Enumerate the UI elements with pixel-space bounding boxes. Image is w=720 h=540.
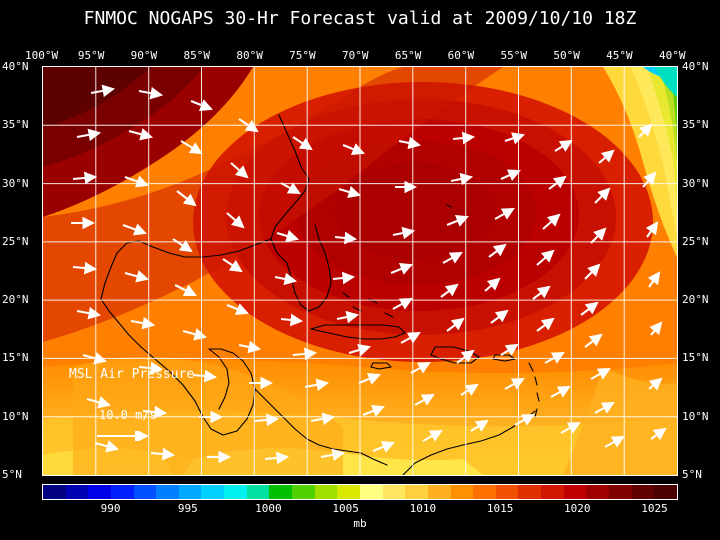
y-axis-tick-label-right: 5°N xyxy=(682,468,702,481)
y-axis-tick-label-right: 15°N xyxy=(682,351,709,365)
colorbar-swatch xyxy=(473,485,496,499)
colorbar-tick-label: 1015 xyxy=(486,502,514,515)
colorbar-swatch xyxy=(201,485,225,499)
colorbar-swatch xyxy=(586,485,610,499)
colorbar-unit-label: mb xyxy=(353,517,367,530)
colorbar-tick-label: 1010 xyxy=(409,502,437,515)
map-plot-area: MSL Air Pressure 10.0 m/s xyxy=(42,66,678,476)
colorbar-swatch xyxy=(43,485,66,499)
y-axis-tick-label-left: 40°N xyxy=(2,60,29,73)
colorbar-tick-label: 1000 xyxy=(255,502,282,515)
x-axis-tick-label: 55°W xyxy=(500,49,528,62)
colorbar-tick-label: 1025 xyxy=(641,502,668,515)
colorbar-tick-label: 1005 xyxy=(332,502,359,515)
x-axis-tick-label: 45°W xyxy=(606,49,633,62)
vector-scale-label: 10.0 m/s xyxy=(99,408,157,422)
y-axis-tick-label-right: 35°N xyxy=(682,118,709,132)
y-axis-tick-label-left: 10°N xyxy=(2,409,29,423)
colorbar-swatch xyxy=(224,485,247,499)
colorbar-tick-label: 1020 xyxy=(564,502,591,515)
y-axis-tick-label-right: 40°N xyxy=(682,60,709,73)
x-axis-tick-label: 50°W xyxy=(553,49,580,62)
y-axis-tick-label-left: 25°N xyxy=(2,234,29,248)
y-axis-tick-label-left: 15°N xyxy=(2,351,29,365)
colorbar-swatch xyxy=(450,485,474,499)
colorbar-swatch xyxy=(314,485,338,499)
vector-scale-arrow-icon xyxy=(97,431,149,441)
colorbar-swatch xyxy=(292,485,315,499)
colorbar-swatch xyxy=(269,485,293,499)
pressure-field-canvas xyxy=(43,67,677,475)
x-axis-tick-label: 80°W xyxy=(236,49,263,62)
colorbar-swatch xyxy=(178,485,202,499)
colorbar xyxy=(42,484,678,500)
colorbar-swatch xyxy=(495,485,519,499)
colorbar-swatch xyxy=(110,485,134,499)
y-axis-tick-label-left: 20°N xyxy=(2,293,29,307)
colorbar-swatch xyxy=(609,485,632,499)
colorbar-tick-label: 995 xyxy=(177,502,198,515)
x-axis-tick-label: 40°W xyxy=(659,49,686,62)
colorbar-swatch xyxy=(541,485,564,499)
colorbar-swatch xyxy=(246,485,270,499)
y-axis-tick-label-right: 30°N xyxy=(682,176,709,190)
colorbar-swatch xyxy=(427,485,451,499)
colorbar-swatch xyxy=(382,485,406,499)
colorbar-swatch xyxy=(337,485,360,499)
colorbar-swatch xyxy=(359,485,383,499)
x-axis-tick-label: 95°W xyxy=(77,49,105,62)
colorbar-tick-label: 990 xyxy=(100,502,121,515)
colorbar-swatch xyxy=(88,485,111,499)
colorbar-swatch xyxy=(563,485,587,499)
y-axis-tick-label-right: 20°N xyxy=(682,293,709,307)
colorbar-swatch xyxy=(631,485,655,499)
colorbar-swatch xyxy=(654,485,677,499)
y-axis-tick-label-right: 25°N xyxy=(682,234,709,248)
y-axis-tick-label-left: 30°N xyxy=(2,176,29,190)
colorbar-swatch xyxy=(405,485,428,499)
colorbar-swatch xyxy=(156,485,179,499)
y-axis-tick-label-left: 5°N xyxy=(2,468,22,481)
field-label: MSL Air Pressure xyxy=(69,367,195,382)
x-axis-tick-label: 65°W xyxy=(394,49,422,62)
colorbar-swatch xyxy=(133,485,157,499)
y-axis-tick-label-right: 10°N xyxy=(682,409,709,423)
page-title: FNMOC NOGAPS 30-Hr Forecast valid at 200… xyxy=(83,8,637,29)
x-axis-tick-label: 75°W xyxy=(289,49,316,62)
x-axis-tick-label: 100°W xyxy=(25,49,59,62)
x-axis-tick-label: 90°W xyxy=(130,49,158,62)
x-axis-tick-label: 60°W xyxy=(447,49,475,62)
colorbar-swatch xyxy=(518,485,542,499)
x-axis-tick-label: 85°W xyxy=(183,49,211,62)
x-axis-tick-label: 70°W xyxy=(342,49,369,62)
colorbar-swatch xyxy=(65,485,89,499)
y-axis-tick-label-left: 35°N xyxy=(2,118,29,132)
